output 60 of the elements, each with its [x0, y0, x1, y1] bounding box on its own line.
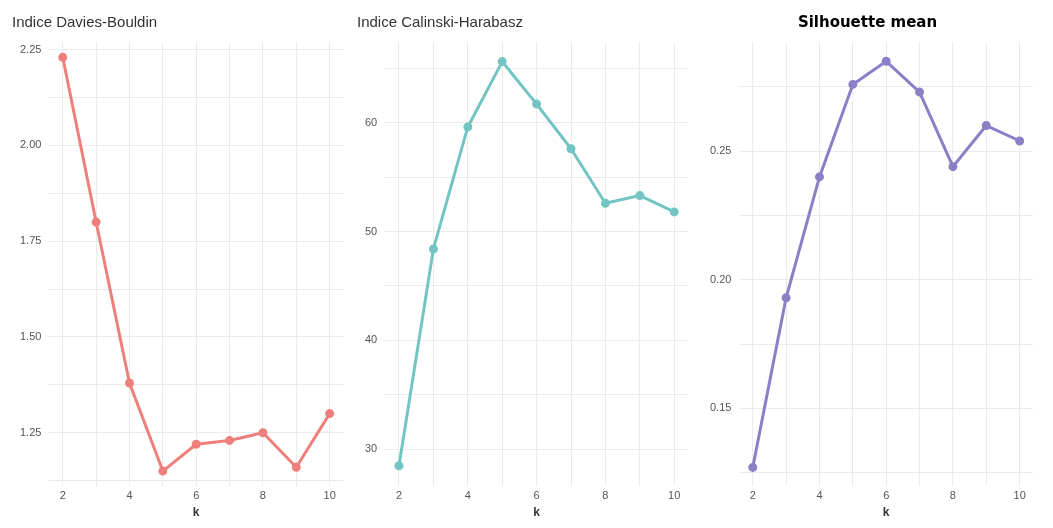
x-tick-label: 4	[464, 489, 471, 502]
y-tick-label: 2.00	[19, 138, 42, 151]
point	[566, 144, 576, 154]
x-tick-label: 6	[533, 489, 540, 502]
y-tick-label: 2.25	[19, 42, 42, 55]
point	[124, 378, 134, 388]
x-tick-label: 8	[949, 489, 956, 502]
x-tick-label: 4	[126, 489, 133, 502]
y-tick-label: 1.50	[19, 330, 42, 343]
point	[463, 122, 473, 132]
point	[848, 79, 858, 89]
x-tick-label: 10	[323, 489, 336, 502]
point	[948, 162, 958, 172]
x-axis-title: k	[533, 505, 541, 520]
x-tick-label: 8	[602, 489, 609, 502]
point	[191, 439, 201, 449]
y-tick-label: 1.75	[19, 234, 42, 247]
y-tick-label: 60	[364, 115, 378, 128]
y-tick-label: 0.25	[709, 144, 732, 157]
point	[748, 462, 758, 472]
x-tick-label: 2	[395, 489, 403, 502]
point	[915, 87, 925, 97]
point	[291, 462, 301, 472]
chart-title: Silhouette mean	[797, 12, 938, 31]
x-tick-label: 2	[59, 489, 66, 502]
point	[394, 461, 404, 471]
chart-title: Indice Calinski-Harabasz	[357, 13, 523, 31]
point	[225, 435, 235, 445]
point	[781, 293, 791, 303]
x-tick-label: 10	[668, 489, 681, 502]
point	[981, 121, 991, 131]
point	[497, 57, 507, 67]
point	[325, 409, 335, 419]
y-tick-label: 40	[364, 333, 378, 346]
point	[428, 244, 438, 254]
point	[258, 428, 268, 438]
x-axis-title: k	[882, 505, 890, 520]
y-tick-label: 1.25	[19, 425, 42, 438]
x-tick-label: 2	[749, 489, 756, 502]
point	[669, 207, 679, 217]
point	[58, 52, 68, 62]
x-tick-label: 4	[816, 489, 823, 502]
point	[635, 191, 645, 201]
y-tick-label: 0.20	[709, 272, 732, 285]
y-tick-label: 50	[364, 224, 378, 237]
y-tick-label: 30	[364, 442, 378, 455]
x-tick-label: 6	[193, 489, 200, 502]
point	[532, 99, 542, 109]
x-tick-label: 10	[1013, 489, 1026, 502]
chart-title: Indice Davies-Bouldin	[12, 13, 158, 31]
x-axis-title: k	[192, 505, 200, 520]
point	[158, 466, 168, 476]
x-tick-label: 8	[259, 489, 266, 502]
point	[91, 217, 101, 227]
point	[814, 172, 824, 182]
y-tick-label: 0.15	[709, 401, 732, 414]
point	[1015, 136, 1025, 146]
point	[600, 198, 610, 208]
point	[881, 56, 891, 66]
x-tick-label: 6	[883, 489, 890, 502]
